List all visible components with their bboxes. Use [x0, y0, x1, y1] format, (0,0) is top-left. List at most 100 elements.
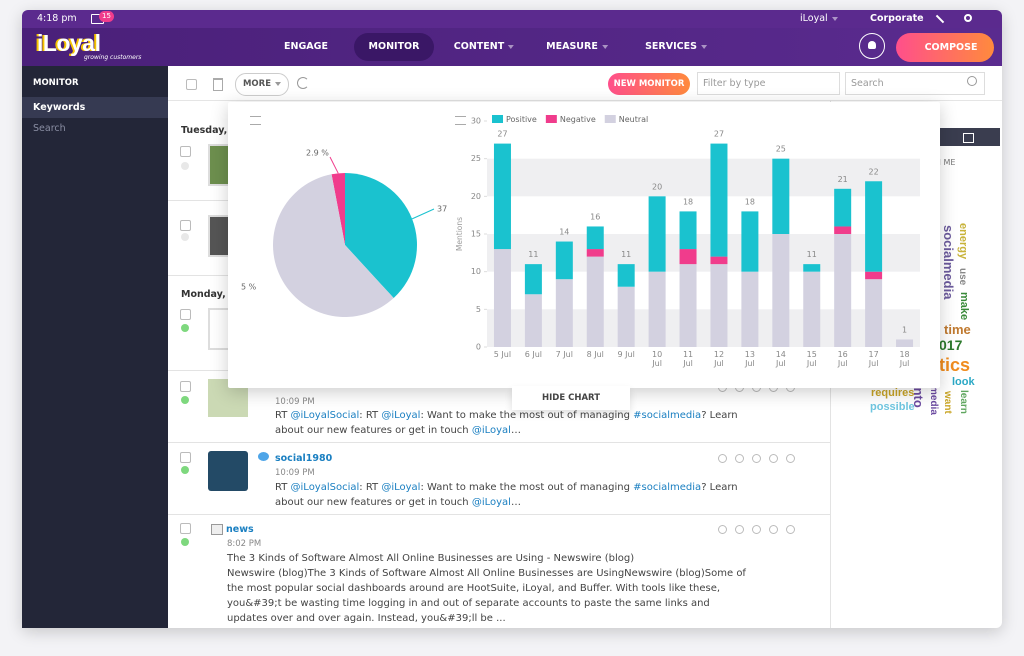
nav-item[interactable]: SERVICES	[645, 41, 707, 52]
post-action[interactable]	[769, 525, 778, 534]
row-checkbox[interactable]	[180, 523, 191, 534]
post-action[interactable]	[769, 454, 778, 463]
nav-label: ENGAGE	[284, 41, 328, 52]
cloud-word: requires	[871, 387, 915, 399]
status-dot	[181, 162, 189, 170]
account-name: iLoyal	[800, 13, 828, 24]
cloud-word: socialmedia	[941, 225, 956, 300]
avatar	[208, 451, 248, 491]
nav-item[interactable]: MEASURE	[546, 41, 608, 52]
row-checkbox[interactable]	[180, 452, 191, 463]
date-header: Tuesday, 1	[181, 125, 238, 136]
x-tick-label: 10 Jul	[652, 350, 663, 368]
text-segment: : Want to make the most out of managing	[420, 410, 634, 421]
text-segment: …	[510, 497, 521, 508]
x-tick-label: 11 Jul	[682, 350, 694, 368]
mention[interactable]: @iLoyalSocial	[290, 410, 360, 421]
text-segment: : RT	[359, 482, 382, 493]
search-input[interactable]: Search	[845, 72, 985, 95]
nav-label: CONTENT	[453, 41, 505, 52]
row-separator	[168, 442, 830, 443]
cloud-word: time	[944, 322, 971, 337]
nav-label: SERVICES	[645, 41, 697, 52]
post-action[interactable]	[718, 525, 727, 534]
status-bar	[22, 10, 1002, 28]
mention[interactable]: @iLoyalSocial	[290, 482, 360, 493]
post-text: The 3 Kinds of Software Almost All Onlin…	[227, 551, 747, 626]
row-checkbox[interactable]	[180, 309, 191, 320]
mention[interactable]: @iLoyal	[471, 497, 511, 508]
search-icon	[967, 76, 977, 86]
sidebar-item[interactable]: Search	[33, 123, 66, 134]
status-dot	[181, 396, 189, 404]
nav-item[interactable]: CONTENT	[453, 41, 515, 52]
mention[interactable]: @iLoyal	[381, 410, 421, 421]
cloud-word: use	[957, 268, 968, 286]
panel-header	[940, 128, 1000, 146]
post-handle[interactable]: news	[226, 524, 254, 535]
cloud-word: possible	[870, 401, 915, 413]
post-action[interactable]	[735, 454, 744, 463]
hide-chart-label: HIDE CHART	[542, 393, 600, 403]
logo[interactable]: iLoyal	[37, 30, 101, 56]
more-button[interactable]: MORE	[235, 73, 289, 96]
row-checkbox[interactable]	[180, 220, 191, 231]
x-tick-label: 15 Jul	[806, 350, 817, 368]
post-action[interactable]	[735, 525, 744, 534]
post-action[interactable]	[718, 454, 727, 463]
sidebar	[22, 66, 168, 628]
mention[interactable]: @iLoyal	[381, 482, 421, 493]
mail-badge: 15	[99, 11, 114, 22]
x-tick-label: 5 Jul	[493, 350, 512, 359]
bar-menu-icon[interactable]	[455, 116, 466, 125]
hide-chart-tab[interactable]: HIDE CHART	[512, 386, 630, 410]
cloud-word: media	[928, 386, 939, 415]
cloud-word: want	[942, 391, 953, 414]
row-checkbox[interactable]	[180, 146, 191, 157]
x-tick-label: 13 Jul	[744, 350, 755, 368]
row-checkbox[interactable]	[180, 381, 191, 392]
text-segment: ? Learn about our new features or get in…	[275, 482, 738, 508]
post-text: RT @iLoyalSocial: RT @iLoyal: Want to ma…	[275, 408, 745, 438]
nav-item[interactable]: MONITOR	[369, 41, 420, 52]
post-action[interactable]	[752, 525, 761, 534]
cloud-word: energy	[957, 223, 969, 260]
x-tick-label: 8 Jul	[586, 350, 604, 359]
account-menu[interactable]: iLoyal	[800, 13, 838, 24]
post-action[interactable]	[786, 454, 795, 463]
date-header: Monday, 1	[181, 289, 236, 300]
mention[interactable]: @iLoyal	[471, 425, 511, 436]
post-action[interactable]	[752, 454, 761, 463]
mention[interactable]: #socialmedia	[633, 410, 702, 421]
delete-icon[interactable]	[213, 78, 223, 91]
post-action[interactable]	[786, 525, 795, 534]
x-tick-label: 12 Jul	[713, 350, 725, 368]
post-time: 10:09 PM	[275, 397, 315, 407]
text-segment: : RT	[359, 410, 382, 421]
workspace[interactable]: Corporate	[870, 13, 924, 24]
user-button[interactable]	[859, 33, 885, 59]
sidebar-title: MONITOR	[33, 78, 79, 88]
sidebar-item[interactable]: Keywords	[33, 102, 86, 113]
filter-input[interactable]: Filter by type	[697, 72, 840, 95]
compose-button[interactable]: COMPOSE	[896, 33, 994, 62]
nav-item[interactable]: ENGAGE	[284, 41, 328, 52]
post-title: The 3 Kinds of Software Almost All Onlin…	[227, 553, 635, 564]
post-handle[interactable]: social1980	[275, 453, 333, 464]
text-segment: …	[510, 425, 521, 436]
mention[interactable]: #socialmedia	[633, 482, 702, 493]
status-dot	[181, 233, 189, 241]
text-segment: RT	[275, 482, 291, 493]
post-text: RT @iLoyalSocial: RT @iLoyal: Want to ma…	[275, 480, 745, 510]
settings-icon[interactable]	[964, 14, 972, 22]
status-dot	[181, 324, 189, 332]
nav-label: MEASURE	[546, 41, 598, 52]
refresh-icon[interactable]	[297, 77, 309, 89]
status-dot	[181, 466, 189, 474]
panel-edit-icon[interactable]	[963, 133, 974, 143]
x-tick-label: 17 Jul	[868, 350, 879, 368]
new-monitor-button[interactable]: NEW MONITOR	[608, 73, 690, 95]
pie-menu-icon[interactable]	[250, 116, 261, 125]
cloud-word: make	[958, 292, 970, 321]
select-all[interactable]	[186, 79, 197, 90]
